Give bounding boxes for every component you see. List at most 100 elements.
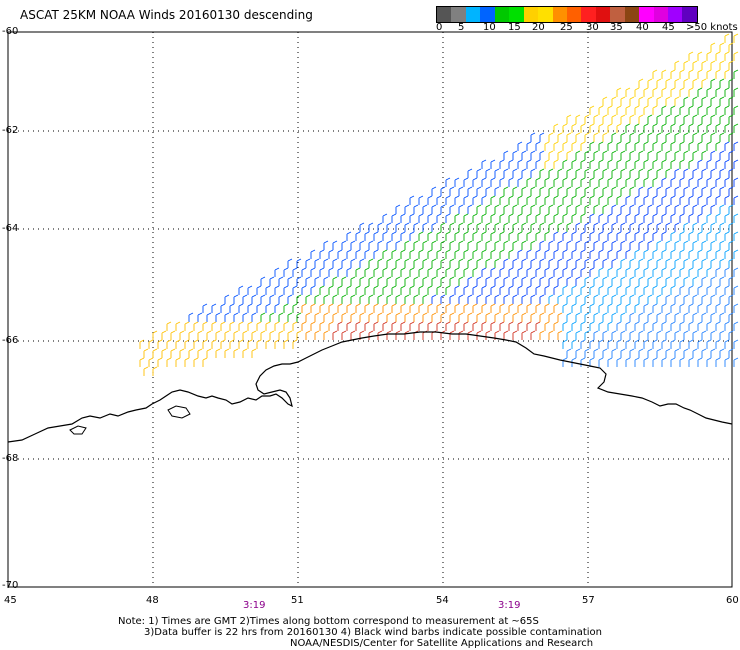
wind-barb — [670, 213, 676, 223]
wind-barb — [665, 258, 671, 268]
wind-barb — [679, 123, 685, 133]
wind-barb — [382, 321, 388, 331]
wind-barb — [733, 159, 739, 169]
legend-swatch — [581, 7, 596, 22]
wind-barb — [701, 348, 707, 358]
wind-barb — [625, 267, 631, 277]
wind-barb — [188, 330, 194, 340]
wind-barb — [265, 303, 271, 313]
wind-barb — [323, 312, 329, 322]
wind-barb — [503, 276, 509, 286]
wind-barb — [715, 285, 721, 295]
wind-barb — [638, 78, 644, 88]
wind-barb — [733, 69, 739, 79]
wind-barb — [634, 249, 640, 259]
wind-barb — [710, 330, 716, 340]
wind-barb — [616, 159, 622, 169]
wind-barb — [445, 285, 451, 295]
wind-barb — [346, 285, 352, 295]
wind-barb — [607, 339, 613, 349]
wind-barb — [598, 249, 604, 259]
wind-barb — [692, 168, 698, 178]
wind-barb — [490, 267, 496, 277]
wind-barb — [728, 276, 734, 286]
wind-barb — [647, 204, 653, 214]
wind-barb — [562, 159, 568, 169]
wind-barb — [481, 231, 487, 241]
wind-barb — [152, 330, 158, 340]
wind-barb — [278, 276, 284, 286]
wind-barb — [260, 312, 266, 322]
wind-barb — [490, 321, 496, 331]
wind-barb — [283, 303, 289, 313]
wind-barb — [674, 168, 680, 178]
wind-barb — [625, 123, 631, 133]
wind-barb — [161, 348, 167, 358]
wind-barb — [571, 231, 577, 241]
wind-barb — [571, 141, 577, 151]
wind-barb — [611, 186, 617, 196]
wind-barb — [517, 213, 523, 223]
wind-barb — [544, 195, 550, 205]
wind-barb — [206, 330, 212, 340]
wind-barb — [679, 195, 685, 205]
wind-barb — [350, 276, 356, 286]
wind-barb — [260, 294, 266, 304]
wind-barb — [652, 357, 658, 367]
wind-barb — [688, 87, 694, 97]
wind-barb — [625, 159, 631, 169]
wind-barb — [688, 231, 694, 241]
wind-barb — [427, 267, 433, 277]
wind-barb — [553, 303, 559, 313]
wind-barb — [584, 312, 590, 322]
wind-barb — [409, 321, 415, 331]
wind-barb — [602, 312, 608, 322]
wind-barb — [305, 330, 311, 340]
wind-barb — [634, 303, 640, 313]
wind-barb — [701, 276, 707, 286]
wind-barb — [706, 285, 712, 295]
wind-barb — [148, 357, 154, 367]
wind-barb — [616, 339, 622, 349]
wind-barb — [674, 258, 680, 268]
wind-barb — [202, 357, 208, 367]
wind-barb — [661, 177, 667, 187]
wind-barb — [328, 249, 334, 259]
wind-barb — [400, 213, 406, 223]
wind-barb — [494, 258, 500, 268]
wind-barb — [692, 312, 698, 322]
footnote-line-1: Note: 1) Times are GMT 2)Times along bot… — [118, 616, 539, 627]
wind-barb — [656, 240, 662, 250]
wind-barb — [701, 60, 707, 70]
wind-barb — [278, 330, 284, 340]
wind-barb — [341, 312, 347, 322]
wind-barb — [476, 168, 482, 178]
wind-barb — [499, 231, 505, 241]
map-title: ASCAT 25KM NOAA Winds 20160130 descendin… — [20, 8, 313, 22]
wind-barb — [683, 186, 689, 196]
wind-barb — [472, 303, 478, 313]
wind-barb — [557, 186, 563, 196]
wind-barb — [602, 348, 608, 358]
wind-barb — [728, 312, 734, 322]
wind-barb — [701, 150, 707, 160]
wind-barb — [625, 249, 631, 259]
wind-barb — [706, 249, 712, 259]
wind-barb — [661, 141, 667, 151]
wind-barb — [539, 258, 545, 268]
wind-barb — [503, 330, 509, 340]
wind-barb — [454, 213, 460, 223]
wind-barb — [638, 150, 644, 160]
wind-barb — [634, 231, 640, 241]
wind-barb — [274, 267, 280, 277]
wind-barb — [517, 159, 523, 169]
wind-barb — [625, 213, 631, 223]
wind-barb — [593, 132, 599, 142]
wind-barb — [449, 330, 455, 340]
wind-barb — [679, 321, 685, 331]
wind-barb — [616, 177, 622, 187]
wind-barb — [719, 60, 725, 70]
wind-barb — [643, 231, 649, 241]
wind-barb — [652, 285, 658, 295]
wind-barb — [611, 222, 617, 232]
